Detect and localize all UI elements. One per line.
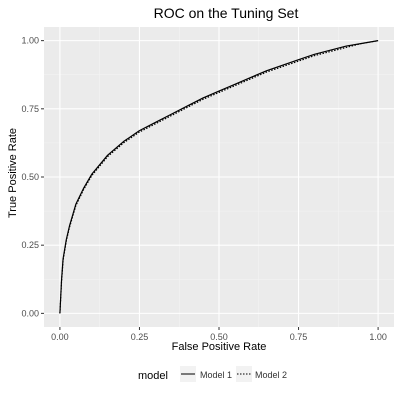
y-axis-label: True Positive Rate <box>7 128 19 218</box>
x-tick-label: 0.00 <box>51 332 69 342</box>
series-layer <box>59 40 379 314</box>
plot-panel <box>44 27 394 327</box>
x-tick-label: 1.00 <box>369 332 387 342</box>
y-tick-label: 1.00 <box>21 36 39 46</box>
chart-title: ROC on the Tuning Set <box>154 5 299 21</box>
x-tick-label: 0.75 <box>290 332 308 342</box>
legend: model Model 1 Model 2 <box>138 366 287 382</box>
x-tick-label: 0.25 <box>131 332 149 342</box>
y-tick-label: 0.25 <box>21 240 39 250</box>
series-line-model-2 <box>59 40 379 314</box>
legend-item-model-2: Model 2 <box>236 366 287 382</box>
legend-item-model-1: Model 1 <box>180 366 232 382</box>
legend-label-model-1: Model 1 <box>200 370 232 380</box>
legend-title: model <box>138 370 168 382</box>
x-axis-ticks: 0.00 0.25 0.50 0.75 1.00 <box>51 327 387 342</box>
y-tick-label: 0.50 <box>21 172 39 182</box>
y-tick-label: 0.00 <box>21 308 39 318</box>
series-line-model-1 <box>59 40 379 314</box>
y-tick-label: 0.75 <box>21 104 39 114</box>
legend-label-model-2: Model 2 <box>255 370 287 380</box>
x-tick-label: 0.50 <box>210 332 228 342</box>
x-axis-label: False Positive Rate <box>172 341 267 353</box>
y-axis-ticks: 0.00 0.25 0.50 0.75 1.00 <box>21 36 44 318</box>
